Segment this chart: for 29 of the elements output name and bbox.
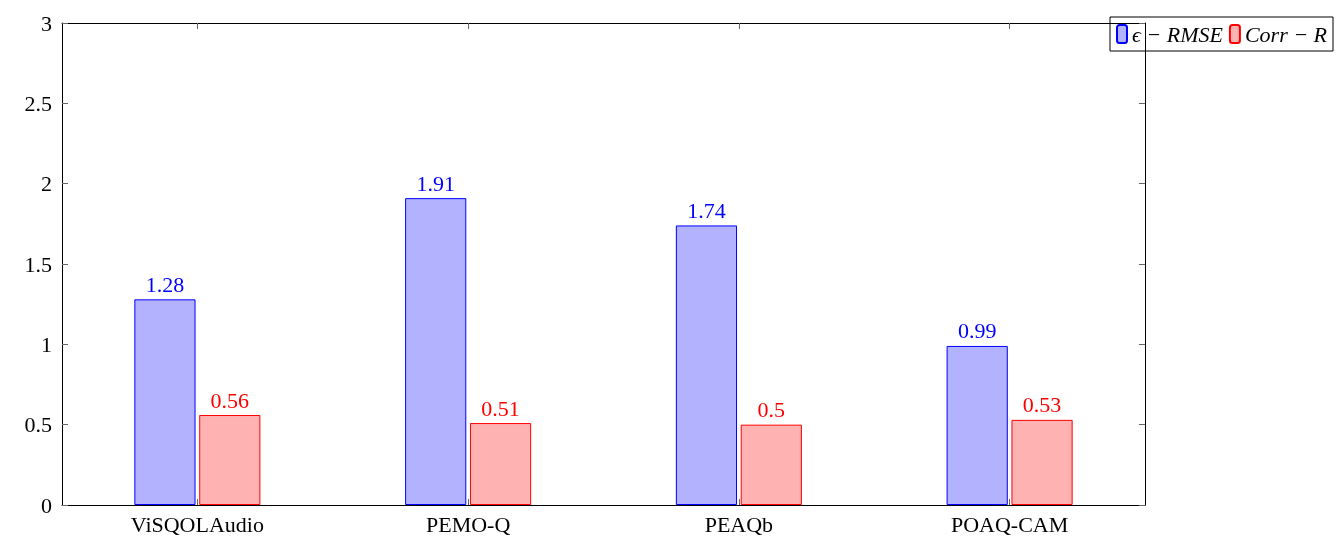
x-tick-label: PEAQb [704, 511, 774, 537]
legend-label: Corr − R [1244, 21, 1328, 47]
x-tick-label: ViSQOLAudio [130, 511, 264, 537]
y-tick-label: 2 [41, 171, 52, 197]
y-tick-label: 2.5 [24, 90, 52, 116]
bar [946, 345, 1008, 505]
data-label: 0.53 [1022, 392, 1062, 418]
bar [675, 225, 738, 505]
data-label: 0.5 [757, 397, 786, 423]
data-label: 1.91 [416, 170, 455, 196]
legend-label: ϵ − RMSE [1132, 21, 1224, 47]
bar [1011, 419, 1073, 505]
data-label: 1.74 [687, 197, 726, 223]
y-tick-label: 1 [41, 331, 52, 357]
data-label: 1.28 [145, 271, 185, 297]
bar [134, 299, 196, 505]
x-tick-label: PEMO-Q [425, 511, 511, 537]
y-tick-label: 0 [41, 492, 52, 518]
y-tick-label: 3 [41, 10, 52, 36]
bar [199, 415, 261, 505]
data-label: 0.99 [957, 318, 997, 344]
bar [740, 424, 802, 505]
y-tick-label: 0.5 [24, 412, 52, 438]
x-tick-label: POAQ-CAM [950, 511, 1069, 537]
data-label: 0.56 [210, 387, 250, 413]
data-label: 0.51 [481, 395, 520, 421]
bar [469, 423, 532, 505]
bar [405, 198, 467, 505]
y-tick-label: 1.5 [24, 251, 52, 277]
